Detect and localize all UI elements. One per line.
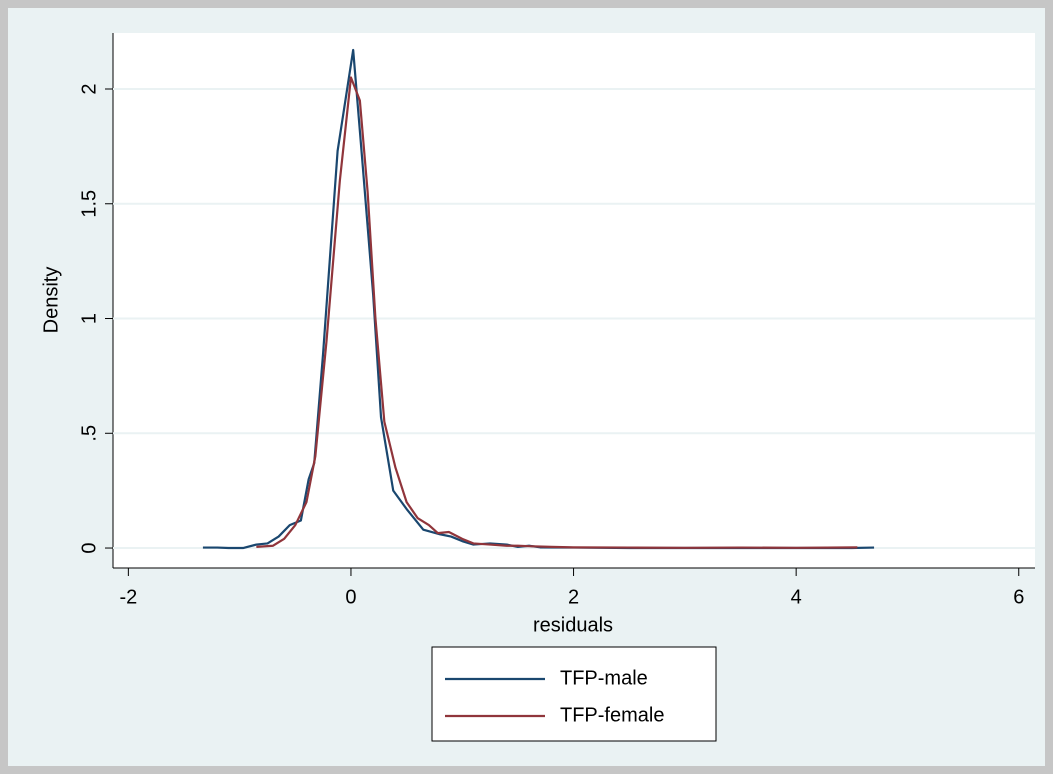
y-tick-label: 1 [78,313,100,324]
x-tick-label: 2 [568,586,579,608]
density-line [256,76,858,549]
y-tick-label: 2 [78,83,100,94]
x-tick-label: -2 [119,586,137,608]
x-tick-label: 0 [345,586,356,608]
plot-area [113,33,1035,568]
y-tick-label: 0 [78,542,100,553]
y-axis-label: Density [40,267,62,334]
legend-label: TFP-female [560,704,664,726]
legend-label: TFP-male [560,667,648,689]
x-axis-label: residuals [533,614,613,636]
y-tick-label: .5 [78,425,100,442]
legend-box [431,646,717,742]
x-tick-label: 4 [791,586,802,608]
x-tick-label: 6 [1013,586,1024,608]
y-tick-label: 1.5 [78,190,100,218]
